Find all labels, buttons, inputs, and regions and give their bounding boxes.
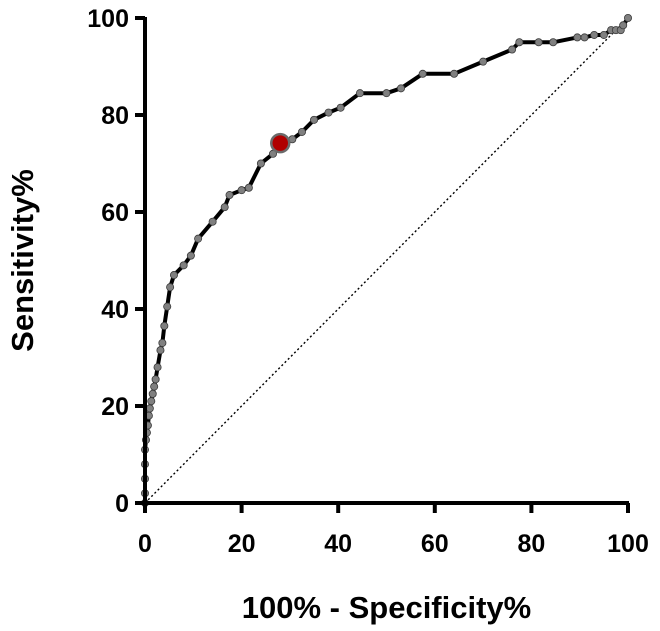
roc-data-point	[310, 115, 319, 124]
roc-data-point	[225, 191, 234, 200]
roc-data-point	[297, 127, 306, 136]
roc-data-point	[599, 30, 608, 39]
roc-data-point	[153, 363, 162, 372]
roc-data-point	[396, 84, 405, 93]
roc-data-point	[186, 251, 195, 260]
roc-data-point	[619, 21, 628, 30]
x-tick-label: 100	[607, 530, 649, 558]
y-axis-ticks: 0 20 40 60 80 100	[87, 5, 145, 518]
roc-data-point	[237, 186, 246, 195]
roc-data-point	[479, 57, 488, 66]
highlighted-cutoff-point	[269, 132, 291, 154]
y-tick-label: 60	[101, 199, 129, 227]
roc-data-point	[355, 89, 364, 98]
plot-area	[140, 13, 633, 507]
y-tick-label: 80	[101, 102, 129, 130]
roc-data-point	[156, 346, 165, 355]
y-axis-title: Sensitivity%	[5, 169, 40, 352]
roc-data-point	[256, 159, 265, 168]
roc-data-point	[534, 38, 543, 47]
x-tick-label: 60	[421, 530, 449, 558]
roc-data-point	[160, 321, 169, 330]
roc-data-point	[508, 45, 517, 54]
y-tick-label: 20	[101, 393, 129, 421]
roc-data-point	[179, 261, 188, 270]
roc-data-point	[147, 397, 156, 406]
roc-data-point	[573, 33, 582, 42]
x-axis-title: 100% - Specificity%	[242, 590, 531, 625]
x-tick-label: 80	[517, 530, 545, 558]
roc-data-point	[169, 271, 178, 280]
reference-diagonal-line	[144, 17, 629, 504]
roc-data-point	[148, 389, 157, 398]
roc-data-point	[515, 38, 524, 47]
x-axis-ticks: 0 20 40 60 80 100	[138, 503, 649, 558]
roc-data-point	[163, 302, 172, 311]
roc-data-point	[324, 108, 333, 117]
roc-data-point	[418, 69, 427, 78]
roc-data-point	[624, 13, 633, 22]
y-tick-label: 100	[87, 5, 129, 33]
roc-data-point	[244, 183, 253, 192]
x-tick-label: 0	[138, 530, 152, 558]
y-tick-label: 40	[101, 296, 129, 324]
roc-data-point	[580, 33, 589, 42]
roc-data-point	[150, 382, 159, 391]
roc-data-point	[145, 404, 154, 413]
roc-data-point	[549, 38, 558, 47]
y-tick-label: 0	[115, 490, 129, 518]
x-tick-label: 40	[324, 530, 352, 558]
roc-data-point	[220, 203, 229, 212]
roc-data-point	[208, 217, 217, 226]
x-tick-label: 20	[228, 530, 256, 558]
roc-data-point	[590, 30, 599, 39]
roc-data-point	[166, 283, 175, 292]
roc-data-point	[450, 69, 459, 78]
roc-data-point	[194, 234, 203, 243]
roc-data-point	[382, 89, 391, 98]
roc-data-point	[158, 338, 167, 347]
roc-data-point	[336, 103, 345, 112]
roc-data-point	[151, 375, 160, 384]
